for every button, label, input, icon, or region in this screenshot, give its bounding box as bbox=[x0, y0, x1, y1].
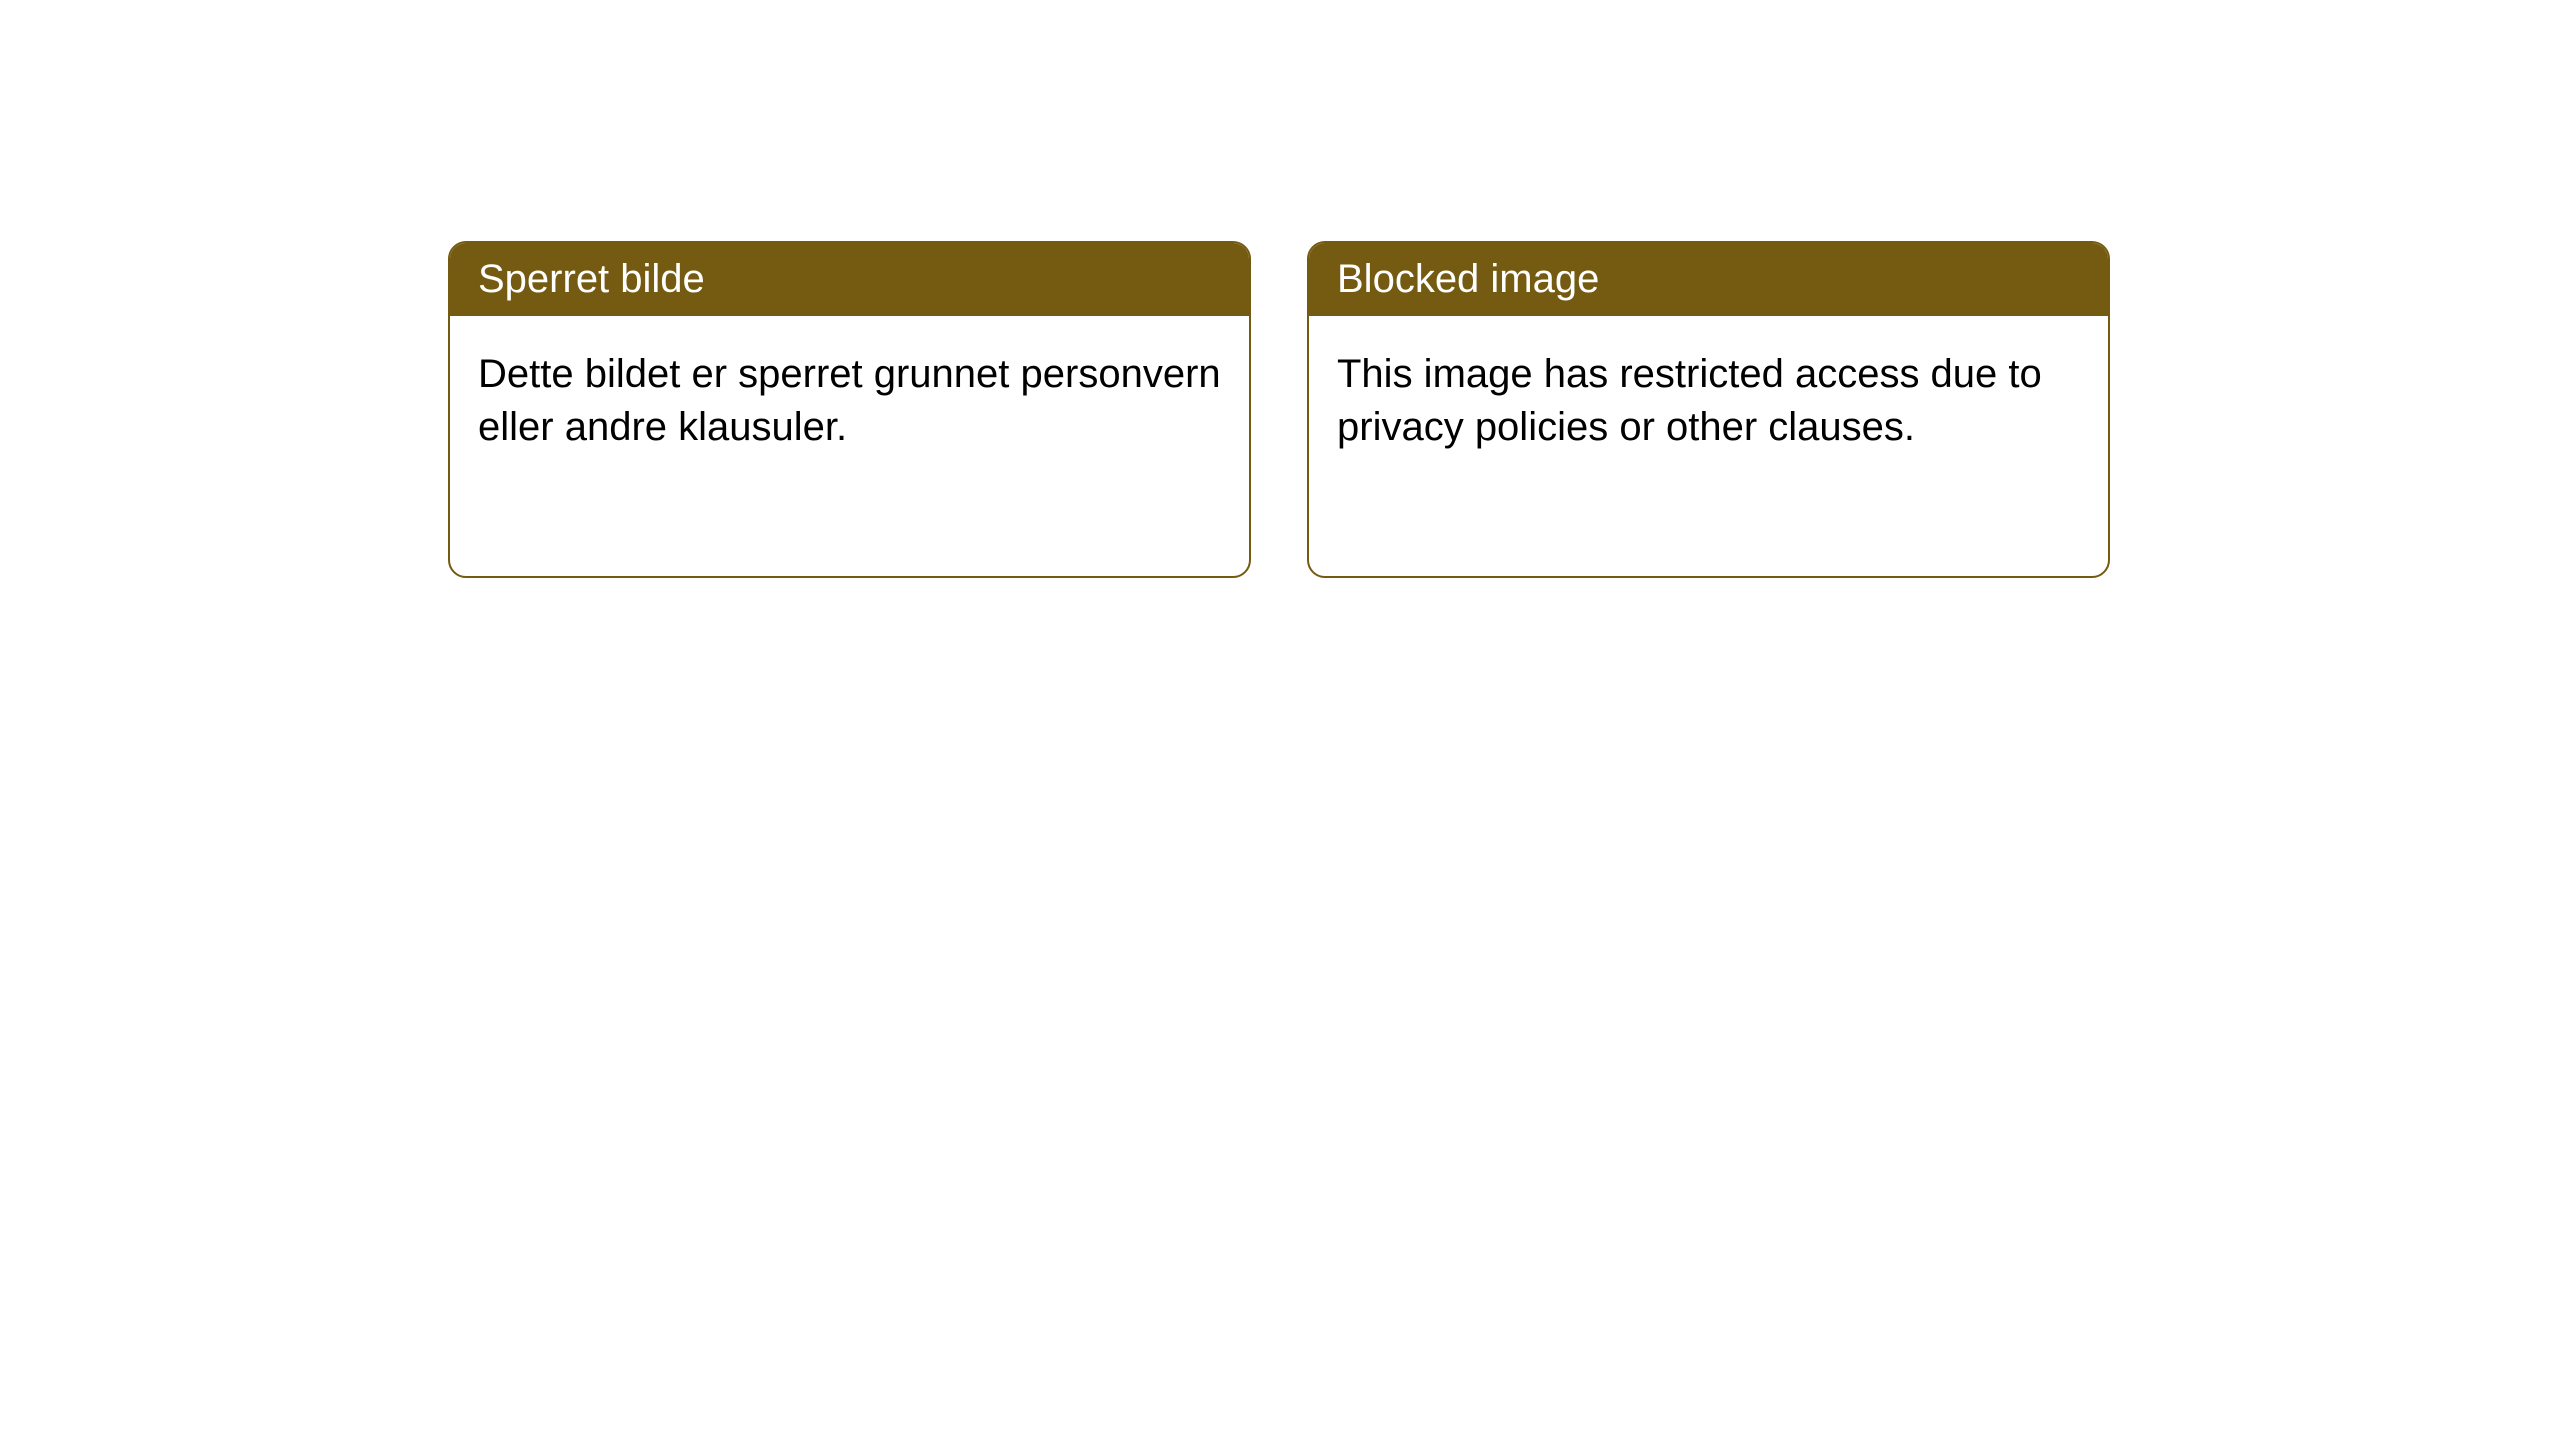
notice-card-header: Blocked image bbox=[1309, 243, 2108, 316]
notice-card-message: This image has restricted access due to … bbox=[1337, 352, 2042, 449]
notice-card-message: Dette bildet er sperret grunnet personve… bbox=[478, 352, 1221, 449]
notice-card-body: Dette bildet er sperret grunnet personve… bbox=[450, 316, 1249, 486]
notice-card-body: This image has restricted access due to … bbox=[1309, 316, 2108, 486]
notice-card-title: Blocked image bbox=[1337, 257, 1599, 301]
notice-cards-container: Sperret bilde Dette bildet er sperret gr… bbox=[0, 0, 2560, 578]
notice-card-header: Sperret bilde bbox=[450, 243, 1249, 316]
notice-card-norwegian: Sperret bilde Dette bildet er sperret gr… bbox=[448, 241, 1251, 578]
notice-card-title: Sperret bilde bbox=[478, 257, 705, 301]
notice-card-english: Blocked image This image has restricted … bbox=[1307, 241, 2110, 578]
